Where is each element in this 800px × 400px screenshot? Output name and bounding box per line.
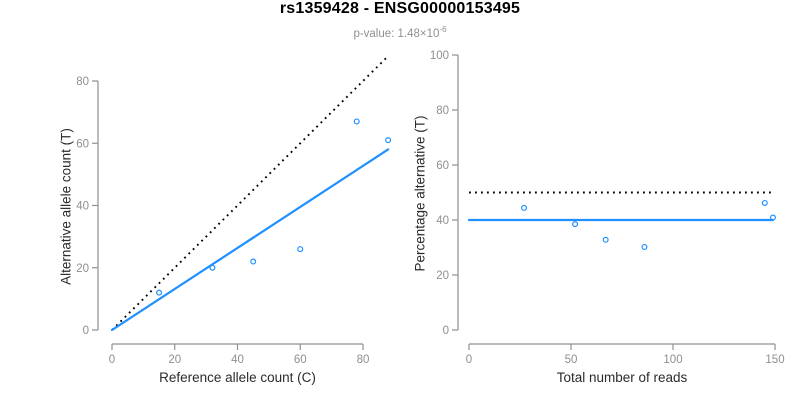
data-point xyxy=(297,246,304,253)
right-y-axis-label: Percentage alternative (T) xyxy=(412,115,428,272)
x-tick-label: 150 xyxy=(765,354,784,366)
x-tick-label: 0 xyxy=(109,354,115,366)
y-tick-label: 0 xyxy=(443,325,449,337)
data-point xyxy=(572,221,579,228)
y-tick-label: 20 xyxy=(436,270,449,282)
x-tick-label: 0 xyxy=(466,354,472,366)
y-tick-label: 40 xyxy=(76,201,89,213)
x-tick-label: 80 xyxy=(357,354,370,366)
percentage-alternative-chart: 0 50 100 150 0 20 40 60 80 100 xyxy=(430,50,785,366)
identity-line xyxy=(111,55,389,331)
allele-counts-chart: 0 20 40 60 80 0 20 40 60 80 xyxy=(76,55,392,366)
plot-title: rs1359428 - ENSG00000153495 xyxy=(279,0,521,17)
pvalue-exponent: -6 xyxy=(439,25,447,34)
y-tick-label: 60 xyxy=(436,160,449,172)
right-x-axis-label: Total number of reads xyxy=(556,370,688,385)
y-tick-label: 20 xyxy=(76,263,89,275)
data-point xyxy=(156,289,163,296)
data-point xyxy=(769,214,776,221)
x-tick-label: 100 xyxy=(663,354,682,366)
data-point xyxy=(385,137,392,144)
plot-subtitle: p-value: 1.48×10-6 xyxy=(0,25,800,40)
y-tick-label: 60 xyxy=(76,138,89,150)
data-point xyxy=(250,258,257,265)
x-tick-label: 40 xyxy=(231,354,244,366)
y-tick-label: 100 xyxy=(430,50,449,62)
pvalue-text: p-value: 1.48×10 xyxy=(353,27,440,40)
data-point xyxy=(521,204,528,211)
y-tick-label: 0 xyxy=(83,325,89,337)
left-x-axis-label: Reference allele count (C) xyxy=(159,370,316,385)
data-point xyxy=(209,264,216,271)
x-tick-label: 60 xyxy=(294,354,307,366)
data-point xyxy=(761,199,768,206)
data-point xyxy=(602,236,609,243)
x-tick-label: 20 xyxy=(168,354,181,366)
left-y-axis-label: Alternative allele count (T) xyxy=(58,128,74,285)
fit-line xyxy=(110,148,390,332)
y-tick-label: 40 xyxy=(436,215,449,227)
y-tick-label: 80 xyxy=(436,105,449,117)
data-point xyxy=(353,118,360,125)
y-tick-label: 80 xyxy=(76,76,89,88)
data-point xyxy=(641,243,648,250)
x-tick-label: 50 xyxy=(565,354,578,366)
